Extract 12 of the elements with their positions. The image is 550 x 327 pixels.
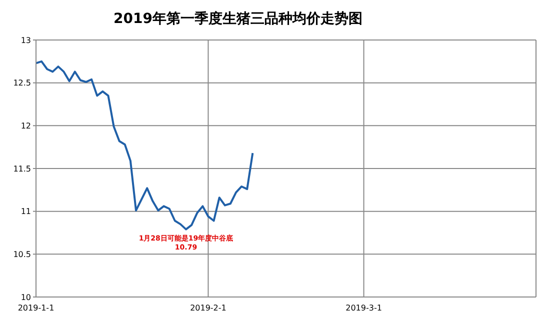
y-tick-label: 10.5 [13, 250, 31, 260]
y-tick-label: 11.5 [13, 164, 31, 174]
y-tick-label: 12.5 [13, 78, 31, 88]
y-tick-label: 10 [20, 292, 31, 302]
y-tick-label: 11 [20, 207, 31, 216]
y-tick-label: 13 [20, 36, 31, 45]
x-tick-label: 2019-3-1 [346, 304, 382, 313]
x-tick-label: 2019-1-1 [18, 304, 54, 313]
x-tick-label: 2019-2-1 [190, 304, 226, 313]
y-tick-label: 12 [20, 122, 31, 131]
chart-title: 2019年第一季度生猪三品种均价走势图 [112, 10, 364, 28]
line-series [36, 60, 254, 230]
